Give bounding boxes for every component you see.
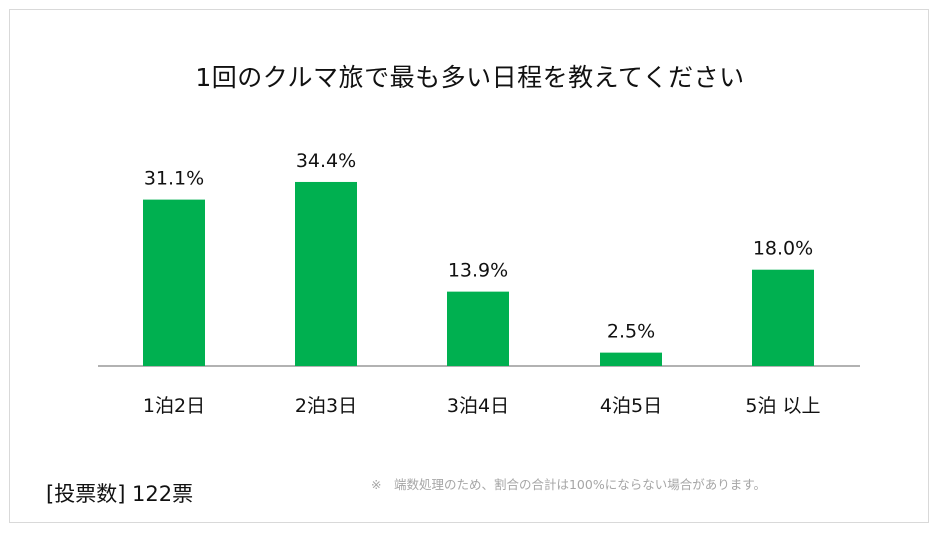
- data-label: 18.0%: [753, 238, 813, 260]
- bar: [295, 181, 357, 366]
- footnote: ※ 端数処理のため、割合の合計は100%にならない場合があります。: [371, 477, 766, 492]
- vote-count: [投票数] 122票: [46, 482, 194, 506]
- category-label: 1泊2日: [143, 395, 205, 417]
- data-label: 31.1%: [144, 168, 204, 190]
- bar: [143, 199, 205, 366]
- chart-title: 1回のクルマ旅で最も多い日程を教えてください: [195, 63, 745, 92]
- bar: [447, 291, 509, 366]
- category-label: 5泊 以上: [745, 395, 820, 417]
- bar: [600, 352, 662, 366]
- data-label: 13.9%: [448, 260, 508, 282]
- category-label: 2泊3日: [295, 395, 357, 417]
- bar: [752, 269, 814, 366]
- data-label: 34.4%: [296, 150, 356, 172]
- category-label: 4泊5日: [600, 395, 662, 417]
- data-label: 2.5%: [607, 321, 655, 343]
- category-label: 3泊4日: [447, 395, 509, 417]
